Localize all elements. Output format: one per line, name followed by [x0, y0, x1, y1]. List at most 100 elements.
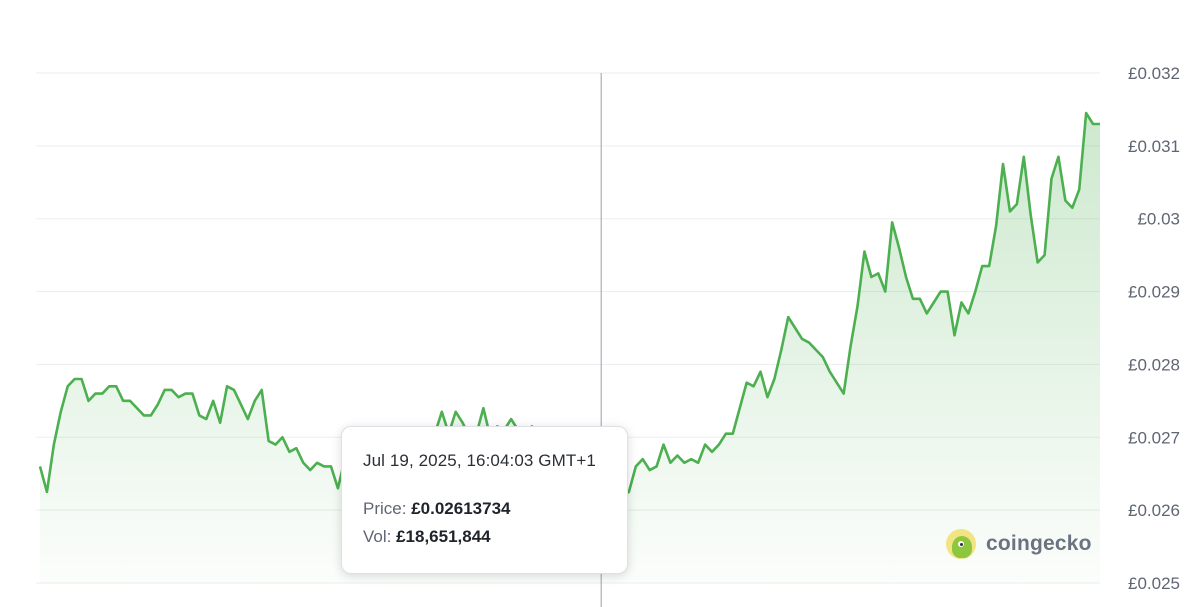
price-point — [1078, 189, 1080, 191]
price-point — [850, 345, 852, 347]
price-point — [815, 349, 817, 351]
price-point — [129, 400, 131, 402]
price-point — [725, 433, 727, 435]
price-point — [988, 265, 990, 267]
price-point — [1092, 123, 1094, 125]
price-point — [711, 451, 713, 453]
price-point — [226, 385, 228, 387]
price-point — [960, 302, 962, 304]
tooltip-vol-value: £18,651,844 — [396, 527, 491, 546]
price-point — [67, 385, 69, 387]
price-point — [884, 291, 886, 293]
price-point — [1051, 178, 1053, 180]
price-point — [143, 414, 145, 416]
price-point — [1099, 123, 1101, 125]
price-point — [746, 382, 748, 384]
price-point — [219, 422, 221, 424]
price-point — [954, 334, 956, 336]
price-point — [233, 389, 235, 391]
price-point — [905, 276, 907, 278]
price-point — [780, 349, 782, 351]
price-point — [656, 465, 658, 467]
price-point — [74, 378, 76, 380]
price-point — [732, 433, 734, 435]
price-point — [309, 469, 311, 471]
y-tick-label: £0.025 — [1128, 574, 1180, 593]
price-point — [690, 458, 692, 460]
y-axis: £0.025 £0.026 £0.027 £0.028 £0.029 £0.03 £0.03… — [1128, 64, 1180, 593]
price-point — [676, 455, 678, 457]
price-point — [739, 407, 741, 409]
price-point — [940, 291, 942, 293]
coingecko-watermark: coingecko — [946, 527, 1092, 561]
price-point — [288, 451, 290, 453]
price-point — [184, 393, 186, 395]
price-point — [995, 225, 997, 227]
price-point — [635, 465, 637, 467]
tooltip-date: Jul 19, 2025, 16:04:03 GMT+1 — [363, 451, 596, 470]
tooltip-price-row: Price: £0.02613734 — [363, 499, 607, 519]
price-point — [295, 447, 297, 449]
price-point — [1057, 156, 1059, 158]
price-point — [191, 393, 193, 395]
price-point — [870, 276, 872, 278]
price-point — [510, 418, 512, 420]
price-point — [669, 462, 671, 464]
price-point — [773, 378, 775, 380]
y-tick-label: £0.032 — [1128, 64, 1180, 83]
y-tick-label: £0.027 — [1128, 428, 1180, 447]
price-point — [101, 393, 103, 395]
price-point — [912, 298, 914, 300]
y-tick-label: £0.031 — [1128, 137, 1180, 156]
price-point — [115, 385, 117, 387]
tooltip-vol-label: Vol: — [363, 527, 392, 546]
gecko-logo-icon — [946, 529, 976, 559]
price-point — [829, 371, 831, 373]
price-point — [877, 272, 879, 274]
tooltip-price-label: Price: — [363, 499, 407, 518]
price-point — [794, 327, 796, 329]
price-point — [323, 465, 325, 467]
price-point — [649, 469, 651, 471]
y-tick-label: £0.028 — [1128, 355, 1180, 374]
price-point — [898, 247, 900, 249]
price-point — [157, 404, 159, 406]
price-point — [663, 444, 665, 446]
price-point — [718, 444, 720, 446]
price-point — [1044, 254, 1046, 256]
price-tooltip: Jul 19, 2025, 16:04:03 GMT+1 Price: £0.0… — [341, 426, 628, 574]
price-point — [836, 382, 838, 384]
tooltip-price-value: £0.02613734 — [411, 499, 511, 518]
price-point — [441, 411, 443, 413]
price-point — [254, 400, 256, 402]
price-point — [1002, 163, 1004, 165]
price-point — [753, 385, 755, 387]
price-point — [1037, 261, 1039, 263]
tooltip-vol-row: Vol: £18,651,844 — [363, 527, 607, 547]
price-point — [863, 251, 865, 253]
price-point — [205, 418, 207, 420]
price-point — [136, 407, 138, 409]
price-point — [330, 465, 332, 467]
price-point — [87, 400, 89, 402]
price-point — [122, 400, 124, 402]
price-point — [171, 389, 173, 391]
price-point — [46, 491, 48, 493]
price-point — [766, 396, 768, 398]
price-point — [268, 440, 270, 442]
price-point — [302, 462, 304, 464]
price-point — [787, 316, 789, 318]
price-point — [164, 389, 166, 391]
price-point — [760, 371, 762, 373]
price-point — [198, 414, 200, 416]
price-point — [1009, 210, 1011, 212]
price-point — [482, 407, 484, 409]
price-point — [1071, 207, 1073, 209]
price-point — [843, 393, 845, 395]
price-point — [801, 338, 803, 340]
price-point — [933, 302, 935, 304]
price-point — [1030, 214, 1032, 216]
y-tick-label: £0.029 — [1128, 283, 1180, 302]
price-point — [808, 342, 810, 344]
price-point — [704, 444, 706, 446]
